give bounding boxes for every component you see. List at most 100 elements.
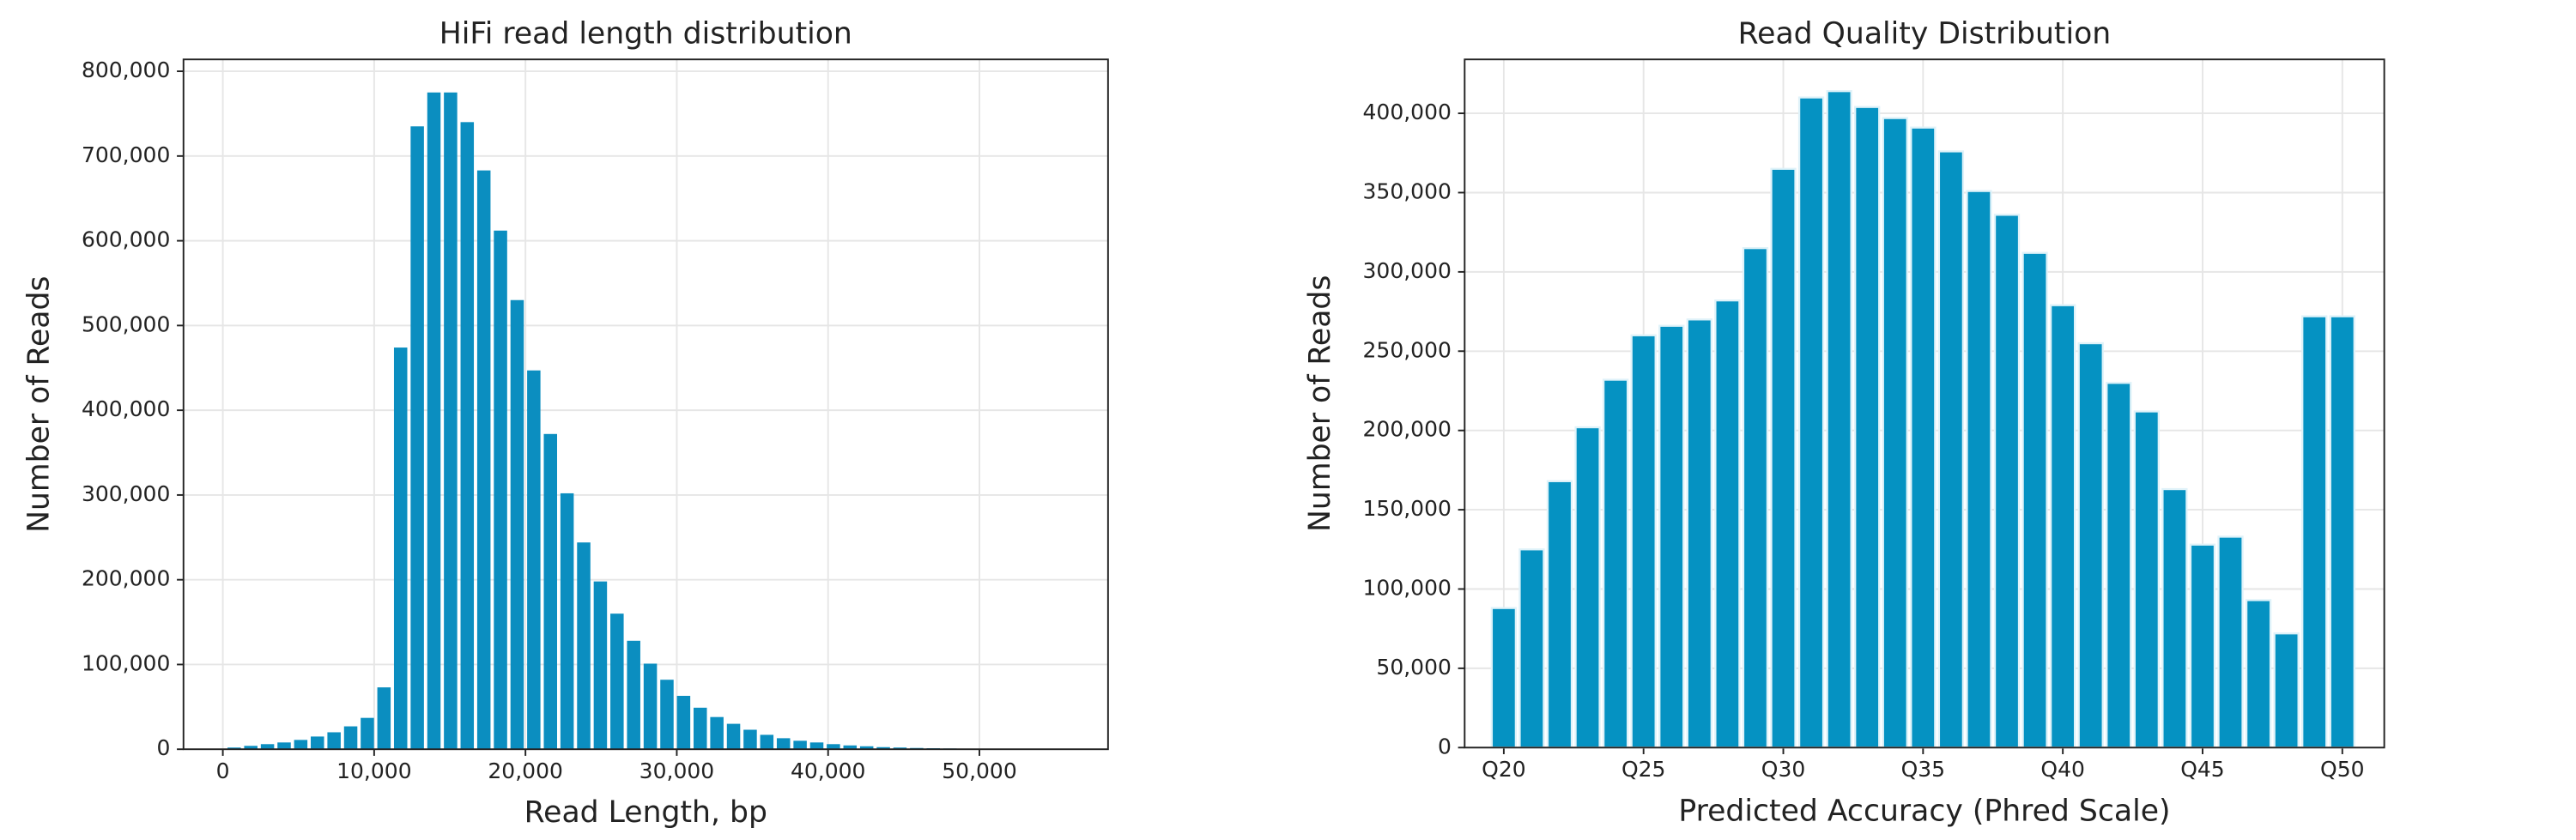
y-tick-label: 0 xyxy=(1438,734,1452,758)
x-tick-label: 10,000 xyxy=(336,758,411,783)
bar xyxy=(1546,480,1573,749)
x-tick-label: Q45 xyxy=(2180,757,2225,782)
bar xyxy=(1602,378,1629,749)
bar xyxy=(361,717,374,750)
bar xyxy=(577,542,591,750)
plot-frame xyxy=(1464,58,2385,749)
bar xyxy=(1854,106,1881,749)
x-axis-label: Read Length, bp xyxy=(524,795,767,830)
bar xyxy=(2217,535,2244,749)
bar xyxy=(277,742,291,750)
bar xyxy=(377,687,391,750)
bar xyxy=(494,230,507,750)
bar xyxy=(343,726,358,750)
y-tick-label: 700,000 xyxy=(82,142,170,167)
bar xyxy=(244,746,258,750)
x-tick-label: 0 xyxy=(216,758,230,783)
bar xyxy=(294,740,308,750)
bar xyxy=(2189,543,2216,749)
bar xyxy=(610,613,624,750)
y-tick-label: 350,000 xyxy=(1363,178,1452,203)
y-axis-label: Number of Reads xyxy=(1303,275,1337,532)
bar xyxy=(1966,190,1992,749)
bar xyxy=(2245,599,2272,749)
y-tick-label: 250,000 xyxy=(1363,337,1452,362)
x-tick-label: 20,000 xyxy=(488,758,562,783)
y-axis-label: Number of Reads xyxy=(21,276,56,533)
bar xyxy=(1658,324,1685,749)
bar xyxy=(2049,304,2076,749)
bar xyxy=(627,640,640,750)
bar xyxy=(760,734,774,750)
bar xyxy=(893,747,907,750)
bar xyxy=(227,747,241,750)
bar xyxy=(876,746,890,750)
y-tick-label: 400,000 xyxy=(1363,100,1452,124)
y-tick-label: 500,000 xyxy=(82,311,170,336)
y-tick-label: 800,000 xyxy=(82,57,170,82)
bar xyxy=(427,92,441,750)
bar xyxy=(793,740,807,750)
bar xyxy=(560,493,574,750)
bar xyxy=(776,738,791,750)
x-tick-label: Q25 xyxy=(1621,757,1666,782)
x-tick-label: Q35 xyxy=(1901,757,1946,782)
bar xyxy=(2329,315,2355,749)
bar xyxy=(1574,426,1601,749)
x-axis-label: Predicted Accuracy (Phred Scale) xyxy=(1678,794,2170,828)
bar xyxy=(694,707,707,750)
y-tick-label: 400,000 xyxy=(82,396,170,421)
x-tick-label: 30,000 xyxy=(639,758,714,783)
plot-frame xyxy=(182,58,1109,751)
bar xyxy=(859,746,874,750)
bar xyxy=(710,716,724,750)
y-tick-label: 150,000 xyxy=(1363,496,1452,521)
chart-title: HiFi read length distribution xyxy=(439,16,852,51)
bar xyxy=(2301,315,2328,749)
bar xyxy=(1770,167,1797,749)
bar xyxy=(1910,126,1937,749)
bar xyxy=(726,723,741,750)
bar xyxy=(543,433,558,750)
bar xyxy=(2077,341,2104,749)
bar xyxy=(1797,96,1825,749)
bar xyxy=(260,744,275,750)
bar xyxy=(2133,410,2160,749)
x-tick-label: 50,000 xyxy=(942,758,1016,783)
x-tick-label: Q40 xyxy=(2040,757,2085,782)
bar xyxy=(1742,247,1769,749)
bar xyxy=(1518,548,1545,749)
bar xyxy=(2273,632,2300,749)
y-tick-label: 300,000 xyxy=(1363,258,1452,283)
bar xyxy=(2106,382,2132,749)
bar xyxy=(460,122,475,750)
bar xyxy=(476,170,491,750)
bar xyxy=(444,92,458,750)
x-tick-label: Q30 xyxy=(1761,757,1806,782)
bar xyxy=(1993,214,2021,749)
bar xyxy=(2161,487,2188,749)
y-tick-label: 300,000 xyxy=(82,481,170,506)
bar xyxy=(1882,117,1908,749)
bar xyxy=(743,729,757,750)
bar xyxy=(827,744,840,750)
bar xyxy=(1826,90,1852,749)
bar xyxy=(527,370,541,750)
bar xyxy=(393,347,408,750)
y-tick-label: 0 xyxy=(156,735,170,760)
bar xyxy=(410,126,424,750)
y-tick-label: 200,000 xyxy=(82,566,170,591)
bar xyxy=(2021,251,2048,749)
bar xyxy=(843,745,858,750)
bar xyxy=(1490,607,1518,749)
bar xyxy=(676,695,691,750)
bar xyxy=(1630,334,1657,749)
bar xyxy=(660,680,674,750)
x-tick-label: Q50 xyxy=(2320,757,2364,782)
bar xyxy=(1937,150,1965,749)
bar xyxy=(809,742,824,750)
bar xyxy=(327,732,341,750)
chart-title: Read Quality Distribution xyxy=(1738,16,2112,51)
bar xyxy=(311,736,324,750)
